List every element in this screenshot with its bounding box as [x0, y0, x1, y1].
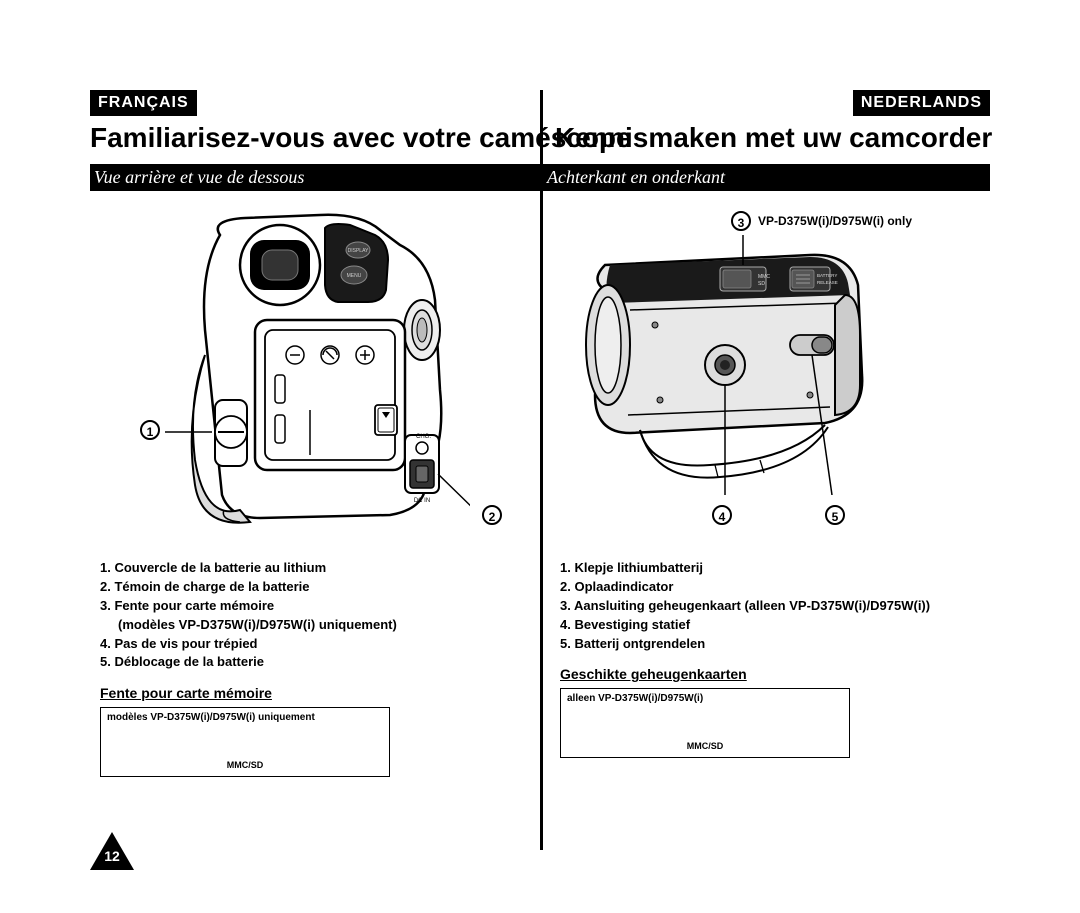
feature-item: 3. Aansluiting geheugenkaart (alleen VP-…	[560, 598, 980, 615]
callout-4: 4	[712, 505, 732, 525]
card-slot-title-dutch: Geschikte geheugenkaarten	[560, 666, 980, 682]
card-slot-note: alleen VP-D375W(i)/D975W(i)	[567, 693, 843, 704]
svg-text:SD: SD	[758, 281, 765, 287]
feature-item: 2. Oplaadindicator	[560, 579, 980, 596]
card-slot-title-french: Fente pour carte mémoire	[100, 685, 520, 701]
svg-text:CHG.: CHG.	[416, 434, 431, 440]
callout-3: 3	[731, 211, 751, 231]
card-slot-box-french: modèles VP-D375W(i)/D975W(i) uniquement …	[100, 707, 390, 777]
svg-text:MMC: MMC	[758, 274, 770, 280]
svg-text:BATTERY: BATTERY	[817, 273, 837, 278]
mmc-sd-label: MMC/SD	[687, 741, 724, 751]
callout-3-note: VP-D375W(i)/D975W(i) only	[758, 214, 912, 228]
section-title-french: Vue arrière et vue de dessous	[90, 164, 540, 191]
svg-text:RELEASE: RELEASE	[817, 280, 838, 285]
feature-list-french: 1. Couvercle de la batterie au lithium 2…	[100, 560, 520, 777]
camcorder-rear-view: DISPLAY MENU	[150, 210, 470, 530]
card-slot-note: modèles VP-D375W(i)/D975W(i) uniquement	[107, 712, 383, 723]
svg-text:MENU: MENU	[347, 273, 362, 279]
page-number-value: 12	[102, 848, 122, 864]
feature-subnote: (modèles VP-D375W(i)/D975W(i) uniquement…	[100, 617, 520, 634]
mmc-sd-label: MMC/SD	[227, 760, 264, 770]
section-title-dutch: Achterkant en onderkant	[543, 164, 990, 191]
feature-item: 4. Bevestiging statief	[560, 617, 980, 634]
feature-item: 2. Témoin de charge de la batterie	[100, 579, 520, 596]
page-number: 12	[90, 832, 134, 870]
svg-text:DC IN: DC IN	[414, 498, 430, 504]
feature-item: 1. Klepje lithiumbatterij	[560, 560, 980, 577]
card-slot-box-dutch: alleen VP-D375W(i)/D975W(i) MMC/SD	[560, 688, 850, 758]
feature-item: 3. Fente pour carte mémoire	[100, 598, 520, 615]
svg-text:DISPLAY: DISPLAY	[348, 248, 369, 254]
feature-list-dutch: 1. Klepje lithiumbatterij 2. Oplaadindic…	[560, 560, 980, 758]
camcorder-bottom-view: MMC SD BATTERY RELEASE	[560, 235, 880, 495]
feature-item: 5. Déblocage de la batterie	[100, 654, 520, 671]
language-label-dutch: NEDERLANDS	[853, 90, 990, 116]
page-number-triangle-icon: 12	[90, 832, 134, 870]
title-french: Familiarisez-vous avec votre caméscope	[90, 122, 632, 154]
feature-item: 1. Couvercle de la batterie au lithium	[100, 560, 520, 577]
manual-page: FRANÇAIS NEDERLANDS Familiarisez-vous av…	[90, 90, 990, 870]
language-label-french: FRANÇAIS	[90, 90, 197, 116]
feature-item: 4. Pas de vis pour trépied	[100, 636, 520, 653]
feature-item: 5. Batterij ontgrendelen	[560, 636, 980, 653]
callout-1: 1	[140, 420, 160, 440]
diagram-area: DISPLAY MENU	[90, 205, 990, 525]
callout-2: 2	[482, 505, 502, 525]
callout-5: 5	[825, 505, 845, 525]
title-dutch: Kennismaken met uw camcorder	[555, 122, 992, 154]
